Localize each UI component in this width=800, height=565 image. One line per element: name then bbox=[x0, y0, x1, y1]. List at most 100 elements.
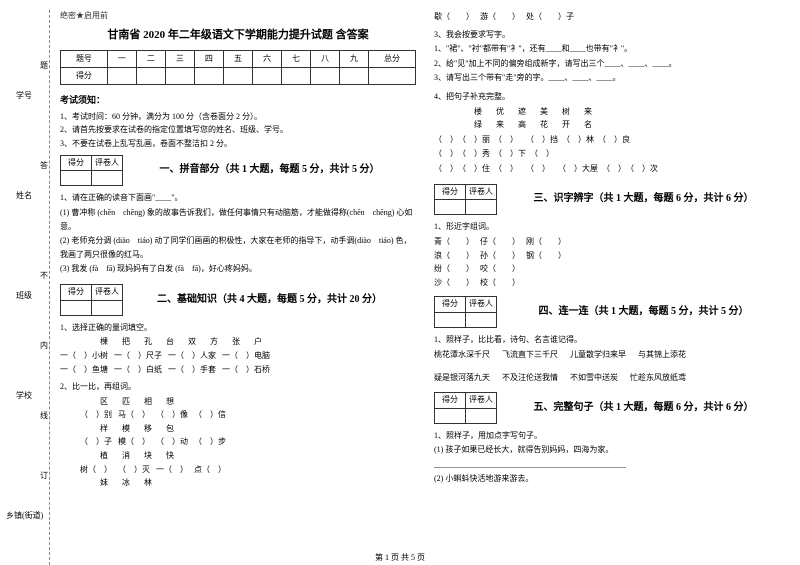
pr4: 植 消 块 快 bbox=[100, 449, 416, 463]
bind-note-2: 线 bbox=[40, 410, 48, 423]
s2-q1-stem: 1、选择正确的量词填空。 bbox=[60, 321, 416, 335]
s5-q1: 1、照样子，用加点字写句子。 (1) 孩子如果已经长大，就得告别妈妈，四海为家。… bbox=[434, 428, 790, 487]
bind-note-3: 内 bbox=[40, 340, 48, 353]
s1-l1: (1) 曹冲称 (chēn chēng) 象的故事告诉我们，做任何事情只有动脑筋… bbox=[60, 206, 416, 233]
right-column: 歇（ ） 游（ ） 处（ ）子 3、我会按要求写字。 1、"裙"、"衬"都带有"… bbox=[434, 10, 790, 565]
section4-head: 得分评卷人 四、连一连（共 1 大题，每题 5 分，共计 5 分） bbox=[434, 296, 790, 328]
s3r3: 沙（ ） 校（ ） bbox=[434, 276, 790, 290]
s2-q4: 4、把句子补充完整。 楼 优 遮 美 树 来 绿 来 高 花 开 名 （ bbox=[434, 89, 790, 177]
bind-note-1: 订 bbox=[40, 470, 48, 483]
s4-q1-stem: 1、照样子，比比看，诗句、名言谁记得。 bbox=[434, 333, 790, 347]
section3-scorebox: 得分评卷人 bbox=[434, 184, 497, 216]
pr0: 区 匹 相 想 bbox=[100, 395, 416, 409]
mi00: 一（ ）小树 bbox=[60, 349, 108, 363]
h0: 题号 bbox=[61, 51, 108, 68]
h10: 总分 bbox=[369, 51, 416, 68]
section2-scorebox: 得分评卷人 bbox=[60, 284, 123, 316]
mw0: 棵 bbox=[100, 335, 108, 349]
top-row: 歇（ ） 游（ ） 处（ ）子 bbox=[434, 10, 790, 24]
sb3-a: 得分 bbox=[435, 184, 466, 200]
mw3: 台 bbox=[166, 335, 174, 349]
sb5-a: 得分 bbox=[435, 392, 466, 408]
score-table: 题号 一 二 三 四 五 六 七 八 九 总分 得分 bbox=[60, 50, 416, 85]
mi03: 一（ ）电脑 bbox=[222, 349, 270, 363]
measure-words: 棵 把 孔 台 双 方 张 户 bbox=[100, 335, 416, 349]
sb1-a: 得分 bbox=[61, 155, 92, 171]
s2-q2: 2、比一比，再组词。 区 匹 相 想 （ ）别 马（ ） （ ）像 （ ）信 样… bbox=[60, 379, 416, 490]
s1-l2: (2) 老师充分调 (diào tiáo) 动了同学们画画的积极性，大家在老师的… bbox=[60, 234, 416, 261]
mw4: 双 bbox=[188, 335, 196, 349]
exam-title: 甘南省 2020 年二年级语文下学期能力提升试题 含答案 bbox=[60, 27, 416, 45]
mi11: 一（ ）白纸 bbox=[114, 363, 162, 377]
sb4-a: 得分 bbox=[435, 297, 466, 313]
s5-l3: (2) 小蝌蚪快活地游来游去。 bbox=[434, 472, 790, 486]
score-label: 得分 bbox=[61, 68, 108, 85]
section1-scorebox: 得分评卷人 bbox=[60, 155, 123, 187]
s2-q3-stem: 3、我会按要求写字。 bbox=[434, 28, 790, 42]
sidebar-id: 学号 bbox=[16, 90, 32, 103]
s3-q1-stem: 1、形近字组词。 bbox=[434, 220, 790, 234]
page: 乡镇(街道) 学校 班级 姓名 学号 订 线 内 不 答 题 绝密★启用前 甘南… bbox=[0, 0, 800, 565]
sb5-b: 评卷人 bbox=[466, 392, 497, 408]
score-row-header: 题号 一 二 三 四 五 六 七 八 九 总分 bbox=[61, 51, 416, 68]
sidebar-name: 姓名 bbox=[16, 190, 32, 203]
sb2-b: 评卷人 bbox=[92, 284, 123, 300]
s2-q3-l2: 2、给"见"加上不同的偏旁组成新字，请写出三个____、____、____。 bbox=[434, 57, 790, 71]
section4-scorebox: 得分评卷人 bbox=[434, 296, 497, 328]
section2-head: 得分评卷人 二、基础知识（共 4 大题，每题 5 分，共计 20 分） bbox=[60, 284, 416, 316]
s2-q2-stem: 2、比一比，再组词。 bbox=[60, 380, 416, 394]
left-column: 绝密★启用前 甘南省 2020 年二年级语文下学期能力提升试题 含答案 题号 一… bbox=[60, 10, 416, 565]
q4r2: （ ） （ ）住 （ ） （ ） （ ）大屋 （ ） （ ）次 bbox=[434, 162, 790, 176]
h6: 六 bbox=[252, 51, 281, 68]
score-row-blank: 得分 bbox=[61, 68, 416, 85]
s1-q1-stem: 1、请在正确的读音下面画"____"。 bbox=[60, 191, 416, 205]
section4-title: 四、连一连（共 1 大题，每题 5 分，共计 5 分） bbox=[497, 304, 790, 320]
s1-q1: 1、请在正确的读音下面画"____"。 (1) 曹冲称 (chēn chēng)… bbox=[60, 190, 416, 277]
s5-l1: (1) 孩子如果已经长大，就得告别妈妈，四海为家。 bbox=[434, 443, 790, 457]
mw5: 方 bbox=[210, 335, 218, 349]
section5-head: 得分评卷人 五、完整句子（共 1 大题，每题 6 分，共计 6 分） bbox=[434, 392, 790, 424]
top-continue: 歇（ ） 游（ ） 处（ ）子 bbox=[434, 10, 790, 24]
measure-row2: 一（ ）鱼塘 一（ ）白纸 一（ ）手套 一（ ）石桥 bbox=[60, 363, 416, 377]
measure-row1: 一（ ）小树 一（ ）尺子 一（ ）人家 一（ ）电脑 bbox=[60, 349, 416, 363]
s2-q3-l1: 1、"裙"、"衬"都带有"衤"，还有____和____也带有"衤"。 bbox=[434, 42, 790, 56]
section1-title: 一、拼音部分（共 1 大题，每题 5 分，共计 5 分） bbox=[123, 162, 416, 178]
mi01: 一（ ）尺子 bbox=[114, 349, 162, 363]
s3r2: 纷（ ） 咬（ ） bbox=[434, 262, 790, 276]
notice-3: 3、不要在试卷上乱写乱画，卷面不整洁扣 2 分。 bbox=[60, 137, 416, 151]
binding-dashed-line bbox=[48, 10, 50, 565]
sidebar-school: 学校 bbox=[16, 390, 32, 403]
mi13: 一（ ）石桥 bbox=[222, 363, 270, 377]
s1-l3: (3) 我发 (fà fā) 现妈妈有了白发 (fà fā)，好心疼妈妈。 bbox=[60, 262, 416, 276]
h9: 九 bbox=[340, 51, 369, 68]
s2-q4-stem: 4、把句子补充完整。 bbox=[434, 90, 790, 104]
sidebar-township: 乡镇(街道) bbox=[6, 510, 43, 523]
bind-note-5: 答 bbox=[40, 160, 48, 173]
s4-q1: 1、照样子，比比看，诗句、名言谁记得。 桃花潭水深千尺 飞流直下三千尺 儿童散学… bbox=[434, 332, 790, 385]
s3r0: 青（ ） 仔（ ） 刚（ ） bbox=[434, 235, 790, 249]
h2: 二 bbox=[136, 51, 165, 68]
section5-title: 五、完整句子（共 1 大题，每题 6 分，共计 6 分） bbox=[497, 400, 790, 416]
pr3: （ ）子 模（ ） （ ）动 （ ）步 bbox=[80, 435, 416, 449]
s2-q3: 3、我会按要求写字。 1、"裙"、"衬"都带有"衤"，还有____和____也带… bbox=[434, 27, 790, 86]
s2-q1: 1、选择正确的量词填空。 棵 把 孔 台 双 方 张 户 一（ ）小树 一（ ）… bbox=[60, 320, 416, 376]
mw2: 孔 bbox=[144, 335, 152, 349]
section2-title: 二、基础知识（共 4 大题，每题 5 分，共计 20 分） bbox=[123, 292, 416, 308]
sb4-b: 评卷人 bbox=[466, 297, 497, 313]
h5: 五 bbox=[223, 51, 252, 68]
sb1-b: 评卷人 bbox=[92, 155, 123, 171]
sb3-b: 评卷人 bbox=[466, 184, 497, 200]
pr2: 样 模 移 包 bbox=[100, 422, 416, 436]
section1-head: 得分评卷人 一、拼音部分（共 1 大题，每题 5 分，共计 5 分） bbox=[60, 155, 416, 187]
section3-title: 三、识字辨字（共 1 大题，每题 6 分，共计 6 分） bbox=[497, 191, 790, 207]
s2-q3-l3: 3、请写出三个带有"走"旁的字。____、____、____。 bbox=[434, 71, 790, 85]
h4: 四 bbox=[194, 51, 223, 68]
pr6: 妹 冰 林 bbox=[100, 476, 416, 490]
mw7: 户 bbox=[254, 335, 262, 349]
mi02: 一（ ）人家 bbox=[168, 349, 216, 363]
main-content: 绝密★启用前 甘南省 2020 年二年级语文下学期能力提升试题 含答案 题号 一… bbox=[60, 10, 790, 565]
s4-rowA: 桃花潭水深千尺 飞流直下三千尺 儿童散学归来早 与其锦上添花 bbox=[434, 348, 790, 362]
mw1: 把 bbox=[122, 335, 130, 349]
q4c1: 楼 优 遮 美 树 来 bbox=[474, 105, 790, 119]
s5-q1-stem: 1、照样子，用加点字写句子。 bbox=[434, 429, 790, 443]
